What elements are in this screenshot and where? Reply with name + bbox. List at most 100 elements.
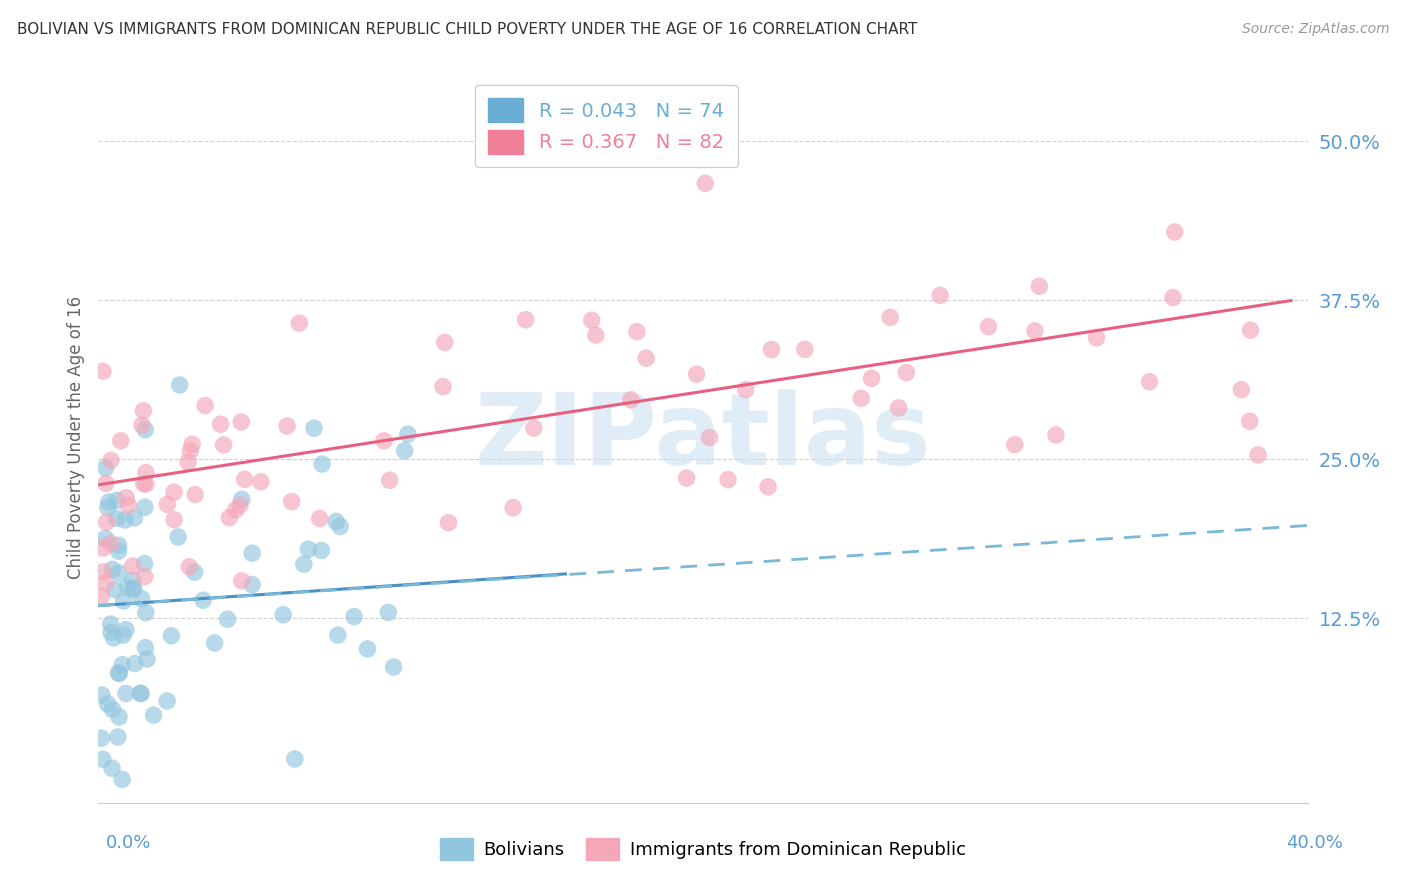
Point	[112, 594, 135, 608]
Point	[107, 544, 129, 558]
Text: 40.0%: 40.0%	[1286, 834, 1343, 852]
Point	[860, 371, 883, 385]
Point	[502, 500, 524, 515]
Point	[896, 366, 918, 380]
Point	[879, 310, 901, 325]
Point	[756, 480, 779, 494]
Point	[169, 378, 191, 392]
Point	[620, 392, 643, 407]
Point	[124, 657, 146, 671]
Text: 0.0%: 0.0%	[105, 834, 150, 852]
Point	[135, 466, 157, 480]
Point	[90, 589, 112, 603]
Point	[184, 487, 207, 501]
Point	[396, 427, 419, 442]
Point	[284, 752, 307, 766]
Point	[132, 476, 155, 491]
Point	[288, 316, 311, 330]
Point	[761, 343, 783, 357]
Point	[240, 577, 263, 591]
Point	[94, 460, 117, 475]
Point	[110, 434, 132, 448]
Point	[734, 383, 756, 397]
Point	[101, 702, 124, 716]
Legend: Bolivians, Immigrants from Dominican Republic: Bolivians, Immigrants from Dominican Rep…	[433, 830, 973, 867]
Point	[325, 515, 347, 529]
Point	[100, 453, 122, 467]
Point	[156, 498, 179, 512]
Point	[217, 612, 239, 626]
Point	[212, 438, 235, 452]
Point	[276, 419, 298, 434]
Point	[1139, 375, 1161, 389]
Point	[311, 457, 333, 471]
Point	[156, 694, 179, 708]
Point	[356, 641, 378, 656]
Point	[191, 593, 214, 607]
Point	[134, 640, 156, 655]
Point	[793, 343, 815, 357]
Y-axis label: Child Poverty Under the Age of 16: Child Poverty Under the Age of 16	[66, 295, 84, 579]
Point	[111, 772, 134, 787]
Point	[96, 515, 118, 529]
Point	[1239, 323, 1261, 337]
Point	[107, 538, 129, 552]
Point	[104, 582, 127, 597]
Point	[97, 500, 120, 515]
Point	[108, 566, 131, 580]
Point	[231, 492, 253, 507]
Point	[695, 176, 717, 190]
Point	[1239, 414, 1261, 428]
Point	[131, 591, 153, 606]
Point	[1247, 448, 1270, 462]
Point	[163, 485, 186, 500]
Point	[378, 473, 401, 487]
Point	[515, 312, 537, 326]
Point	[437, 516, 460, 530]
Point	[105, 511, 128, 525]
Point	[581, 313, 603, 327]
Point	[94, 476, 117, 491]
Point	[179, 559, 201, 574]
Point	[249, 475, 271, 489]
Point	[292, 557, 315, 571]
Point	[108, 666, 131, 681]
Point	[100, 617, 122, 632]
Point	[851, 392, 873, 406]
Point	[377, 606, 399, 620]
Point	[675, 471, 697, 485]
Point	[101, 761, 124, 775]
Point	[124, 510, 146, 524]
Point	[160, 629, 183, 643]
Point	[129, 686, 152, 700]
Point	[308, 511, 330, 525]
Point	[134, 500, 156, 515]
Point	[1161, 291, 1184, 305]
Point	[117, 499, 139, 513]
Point	[107, 730, 129, 744]
Point	[103, 631, 125, 645]
Point	[121, 582, 143, 597]
Point	[91, 541, 114, 555]
Point	[179, 444, 201, 458]
Point	[122, 581, 145, 595]
Text: BOLIVIAN VS IMMIGRANTS FROM DOMINICAN REPUBLIC CHILD POVERTY UNDER THE AGE OF 16: BOLIVIAN VS IMMIGRANTS FROM DOMINICAN RE…	[17, 22, 917, 37]
Point	[229, 499, 252, 513]
Point	[97, 697, 120, 711]
Point	[329, 519, 352, 533]
Point	[129, 686, 152, 700]
Point	[97, 495, 120, 509]
Point	[297, 542, 319, 557]
Point	[167, 530, 190, 544]
Point	[121, 559, 143, 574]
Point	[131, 418, 153, 433]
Point	[636, 351, 658, 366]
Point	[231, 574, 253, 588]
Point	[194, 399, 217, 413]
Point	[115, 623, 138, 637]
Point	[135, 477, 157, 491]
Point	[929, 288, 952, 302]
Point	[134, 569, 156, 583]
Point	[142, 708, 165, 723]
Point	[101, 562, 124, 576]
